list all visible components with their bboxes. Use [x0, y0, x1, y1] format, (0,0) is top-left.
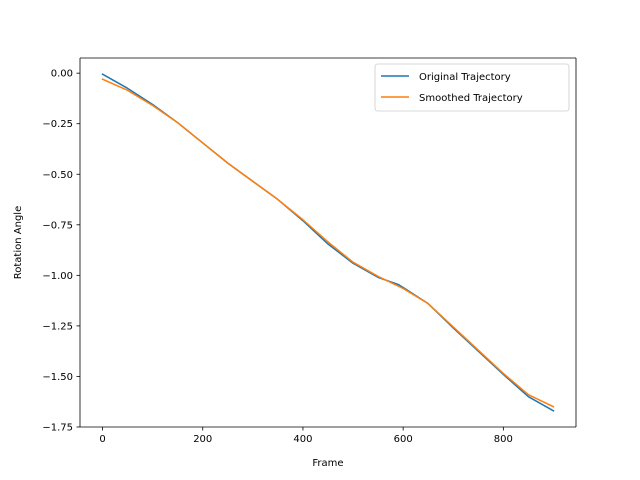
x-tick-label: 400 [293, 434, 312, 445]
legend-entry-label: Original Trajectory [419, 72, 511, 83]
y-axis-label: Rotation Angle [13, 206, 24, 279]
y-tick-label: −1.00 [42, 271, 73, 282]
y-tick-label: 0.00 [51, 69, 73, 80]
y-tick-label: −1.75 [42, 423, 73, 434]
x-axis-label: Frame [312, 458, 343, 469]
y-tick-label: −0.25 [42, 119, 73, 130]
y-tick-label: −1.50 [42, 372, 73, 383]
series-lines [101, 73, 555, 412]
x-tick-label: 600 [394, 434, 413, 445]
legend-box [374, 63, 570, 112]
legend-entry-label: Smoothed Trajectory [419, 93, 523, 104]
ticks: 0 200 400 600 800 0.00 −0.25 −0.50 −0.75 −1.00 −1.… [42, 69, 513, 445]
axes [79, 57, 577, 428]
y-tick-label: −1.25 [42, 321, 73, 332]
series-line-smoothed-trajectory [101, 78, 555, 408]
legend: Original Trajectory Smoothed Trajectory [374, 63, 570, 112]
x-tick-label: 0 [99, 434, 105, 445]
x-tick-label: 200 [193, 434, 212, 445]
y-tick-label: −0.50 [42, 170, 73, 181]
x-tick-label: 800 [494, 434, 513, 445]
y-tick-label: −0.75 [42, 220, 73, 231]
